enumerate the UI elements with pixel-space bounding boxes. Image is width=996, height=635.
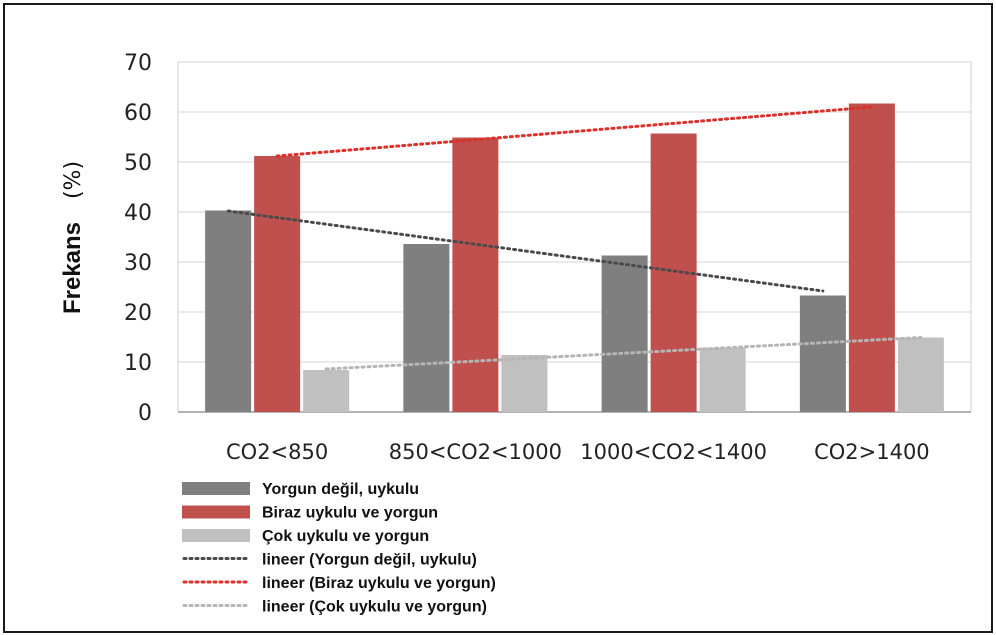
y-tick-label: 20 — [124, 301, 152, 326]
trendline — [324, 336, 923, 371]
bar — [205, 210, 252, 412]
bar — [452, 137, 499, 412]
x-tick-label: 850<CO2<1000 — [389, 440, 562, 464]
y-tick-label: 0 — [138, 401, 152, 426]
bar — [403, 244, 450, 412]
bar — [848, 103, 895, 412]
y-axis-label: Frekans — [59, 222, 86, 314]
bar — [303, 370, 350, 412]
bar — [501, 355, 548, 412]
legend-label: lineer (Çok uykulu ve yorgun) — [262, 599, 487, 616]
y-tick-label: 40 — [124, 201, 152, 226]
x-tick-label: 1000<CO2<1400 — [580, 440, 767, 464]
trendline — [275, 105, 874, 158]
legend-label: Çok uykulu ve yorgun — [262, 528, 429, 545]
y-tick-label: 30 — [124, 251, 152, 276]
bar — [254, 156, 301, 412]
bar — [699, 347, 746, 412]
y-axis-unit: (%) — [61, 161, 86, 199]
x-tick-label: CO2<850 — [226, 440, 328, 464]
legend-label: lineer (Yorgun değil, uykulu) — [262, 552, 477, 569]
y-tick-label: 60 — [124, 101, 152, 126]
bar — [897, 337, 944, 412]
y-tick-label: 70 — [124, 51, 152, 76]
y-tick-label: 50 — [124, 151, 152, 176]
legend-swatch — [182, 529, 250, 542]
trendline — [226, 209, 825, 293]
legend-swatch — [182, 482, 250, 495]
bar — [799, 295, 846, 412]
legend-swatch — [182, 505, 250, 519]
bar — [601, 255, 648, 412]
bar — [650, 133, 697, 412]
y-tick-label: 10 — [124, 351, 152, 376]
legend-label: lineer (Biraz uykulu ve yorgun) — [262, 575, 496, 592]
legend-label: Biraz uykulu ve yorgun — [262, 505, 438, 522]
legend-label: Yorgun değil, uykulu — [262, 481, 419, 498]
x-tick-label: CO2>1400 — [814, 440, 930, 464]
